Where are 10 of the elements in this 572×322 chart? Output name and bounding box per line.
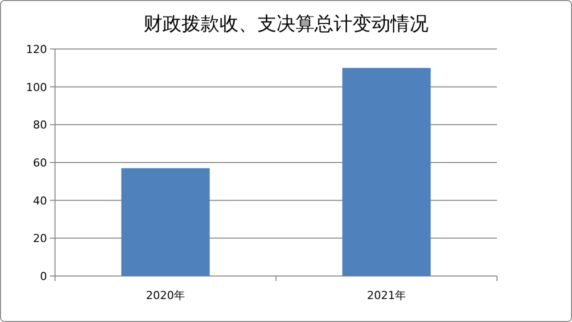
x-tick-label: 2020年 [146,289,185,302]
y-tick-label: 20 [33,232,47,246]
x-tick-label: 2021年 [367,289,406,302]
y-tick-label: 60 [33,156,47,170]
y-tick-label: 40 [33,194,47,208]
y-tick-label: 100 [26,80,47,94]
chart-title: 财政拨款收、支决算总计变动情况 [144,13,428,35]
y-tick-label: 80 [33,118,47,132]
y-tick-label: 120 [26,43,47,56]
y-tick-label: 0 [40,270,47,283]
